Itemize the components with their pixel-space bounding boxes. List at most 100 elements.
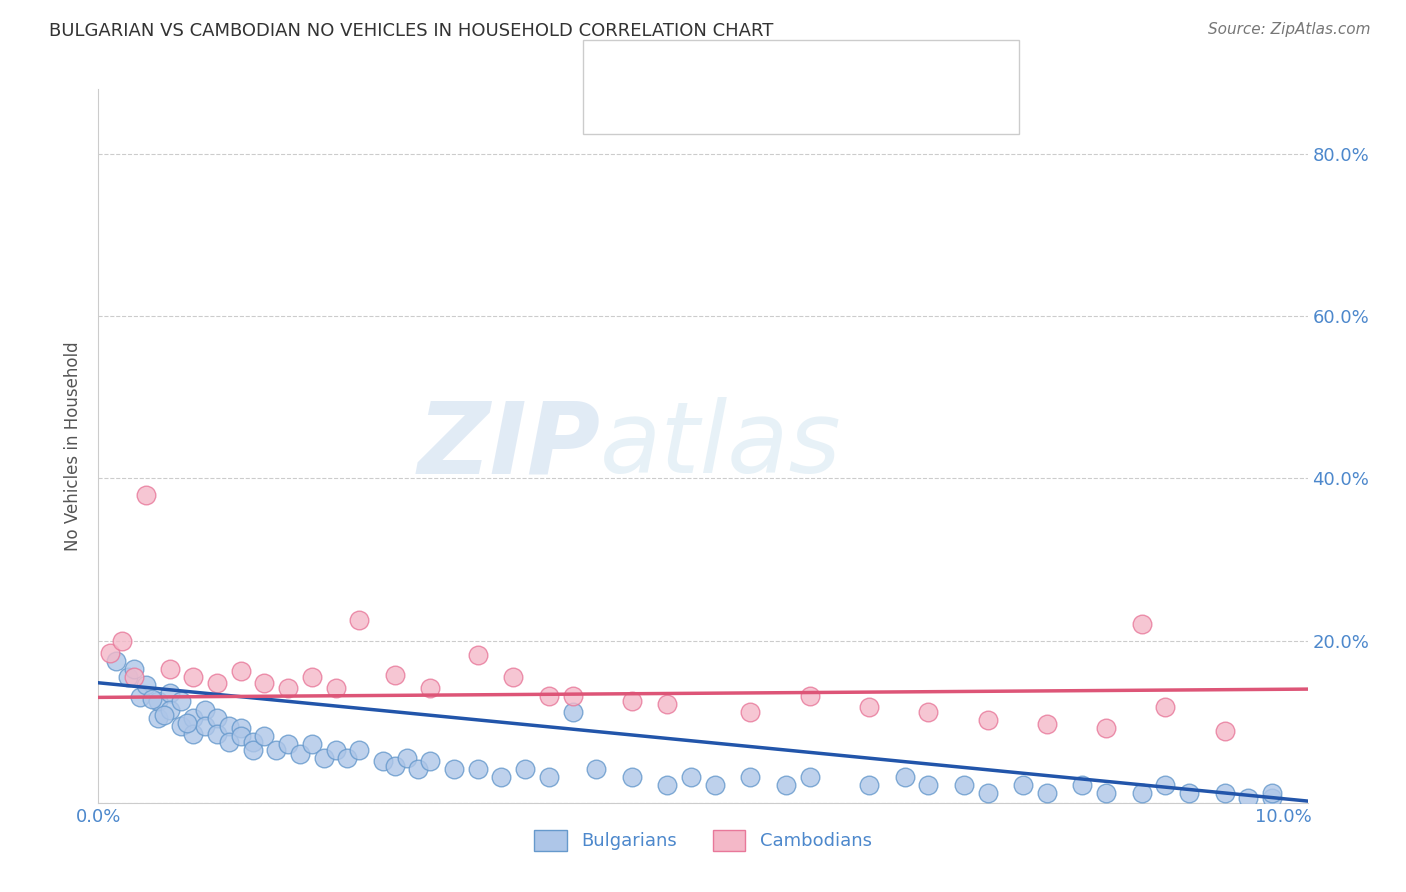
Point	[181, 711, 204, 725]
Point	[893, 770, 915, 784]
Point	[657, 778, 679, 792]
Point	[502, 670, 524, 684]
Point	[159, 662, 181, 676]
Point	[585, 762, 607, 776]
Point	[242, 735, 264, 749]
Point	[152, 708, 174, 723]
Point	[288, 747, 311, 761]
Point	[1237, 791, 1260, 805]
Point	[347, 743, 370, 757]
Point	[146, 694, 169, 708]
Point	[371, 754, 394, 768]
Point	[1261, 786, 1284, 800]
Point	[1154, 778, 1177, 792]
Point	[491, 770, 513, 784]
Point	[408, 762, 430, 776]
FancyBboxPatch shape	[598, 91, 638, 122]
Point	[1012, 778, 1035, 792]
Point	[799, 689, 821, 703]
Point	[205, 675, 228, 690]
Point	[181, 727, 204, 741]
Point	[1213, 724, 1236, 739]
Point	[135, 488, 157, 502]
Point	[336, 751, 359, 765]
Point	[242, 743, 264, 757]
Text: N = 70: N = 70	[851, 57, 929, 78]
FancyBboxPatch shape	[598, 52, 638, 83]
Y-axis label: No Vehicles in Household: No Vehicles in Household	[65, 341, 83, 551]
Point	[205, 711, 228, 725]
Point	[952, 778, 974, 792]
Point	[515, 762, 537, 776]
Point	[229, 729, 252, 743]
Point	[277, 681, 299, 695]
Point	[325, 681, 347, 695]
Point	[170, 719, 193, 733]
Point	[740, 705, 762, 719]
Point	[1130, 786, 1153, 800]
Point	[176, 716, 198, 731]
Point	[1095, 721, 1118, 735]
Point	[1154, 700, 1177, 714]
Point	[194, 702, 217, 716]
Point	[467, 762, 489, 776]
Point	[384, 667, 406, 681]
Point	[681, 770, 703, 784]
Legend: Bulgarians, Cambodians: Bulgarians, Cambodians	[527, 822, 879, 858]
Point	[117, 670, 139, 684]
Point	[312, 751, 335, 765]
Point	[561, 689, 583, 703]
Point	[703, 778, 725, 792]
Point	[917, 705, 939, 719]
Point	[419, 754, 441, 768]
Point	[740, 770, 762, 784]
Point	[159, 686, 181, 700]
Point	[1071, 778, 1094, 792]
Point	[277, 738, 299, 752]
Point	[98, 646, 121, 660]
Point	[1178, 786, 1201, 800]
Text: R = -0.504: R = -0.504	[651, 58, 756, 77]
Point	[218, 719, 240, 733]
Point	[620, 694, 643, 708]
Point	[775, 778, 797, 792]
Point	[858, 778, 880, 792]
Point	[170, 694, 193, 708]
Text: R =  0.018: R = 0.018	[651, 97, 755, 116]
Point	[443, 762, 465, 776]
Point	[135, 678, 157, 692]
Point	[347, 613, 370, 627]
Text: N = 31: N = 31	[851, 96, 929, 117]
Point	[799, 770, 821, 784]
Point	[264, 743, 287, 757]
Text: ZIP: ZIP	[418, 398, 600, 494]
Point	[467, 648, 489, 663]
Point	[1261, 791, 1284, 805]
Text: BULGARIAN VS CAMBODIAN NO VEHICLES IN HOUSEHOLD CORRELATION CHART: BULGARIAN VS CAMBODIAN NO VEHICLES IN HO…	[49, 22, 773, 40]
Point	[141, 692, 163, 706]
Point	[1095, 786, 1118, 800]
Point	[976, 786, 998, 800]
Point	[537, 689, 560, 703]
Point	[181, 670, 204, 684]
Point	[105, 654, 128, 668]
Point	[419, 681, 441, 695]
Point	[146, 711, 169, 725]
Point	[301, 670, 323, 684]
Point	[537, 770, 560, 784]
Point	[111, 633, 134, 648]
Point	[384, 759, 406, 773]
Point	[229, 665, 252, 679]
Text: Source: ZipAtlas.com: Source: ZipAtlas.com	[1208, 22, 1371, 37]
Point	[657, 697, 679, 711]
Point	[395, 751, 418, 765]
Point	[976, 713, 998, 727]
Point	[1213, 786, 1236, 800]
Point	[194, 719, 217, 733]
Point	[122, 670, 145, 684]
Point	[858, 700, 880, 714]
Point	[1130, 617, 1153, 632]
Point	[301, 738, 323, 752]
Point	[620, 770, 643, 784]
Point	[917, 778, 939, 792]
